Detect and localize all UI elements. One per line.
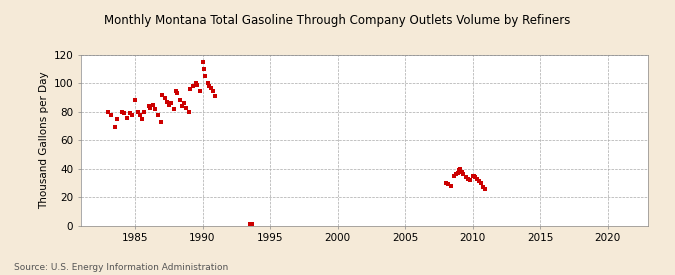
Point: [443, 182, 454, 186]
Point: [194, 88, 205, 93]
Point: [464, 178, 475, 182]
Y-axis label: Thousand Gallons per Day: Thousand Gallons per Day: [39, 72, 49, 209]
Point: [209, 94, 220, 98]
Point: [174, 98, 185, 103]
Point: [463, 177, 474, 181]
Point: [244, 222, 255, 226]
Point: [204, 84, 215, 89]
Point: [105, 112, 116, 117]
Point: [192, 82, 202, 87]
Point: [163, 103, 174, 107]
Point: [155, 120, 166, 124]
Point: [200, 74, 211, 79]
Point: [177, 104, 188, 108]
Point: [471, 177, 482, 181]
Point: [136, 117, 147, 121]
Point: [475, 181, 486, 185]
Point: [197, 60, 208, 64]
Point: [159, 95, 170, 100]
Point: [124, 111, 135, 116]
Point: [116, 110, 127, 114]
Point: [456, 169, 467, 174]
Point: [458, 172, 468, 177]
Point: [109, 125, 120, 130]
Point: [162, 100, 173, 104]
Point: [135, 112, 146, 117]
Point: [103, 110, 113, 114]
Point: [119, 111, 130, 116]
Point: [130, 98, 140, 103]
Point: [153, 112, 163, 117]
Point: [185, 87, 196, 91]
Point: [147, 103, 158, 107]
Point: [188, 84, 198, 89]
Point: [440, 181, 451, 185]
Point: [478, 185, 489, 189]
Text: Source: U.S. Energy Information Administration: Source: U.S. Energy Information Administ…: [14, 263, 227, 272]
Point: [205, 86, 216, 90]
Point: [122, 115, 132, 120]
Point: [247, 222, 258, 226]
Point: [446, 183, 456, 188]
Point: [139, 110, 150, 114]
Point: [470, 175, 481, 179]
Point: [460, 175, 471, 179]
Point: [127, 112, 138, 117]
Point: [132, 110, 143, 114]
Point: [467, 174, 478, 178]
Point: [474, 179, 485, 184]
Point: [169, 107, 180, 111]
Point: [166, 101, 177, 106]
Point: [190, 81, 201, 86]
Point: [451, 172, 462, 177]
Point: [144, 105, 155, 110]
Point: [208, 88, 219, 93]
Point: [184, 110, 194, 114]
Point: [112, 117, 123, 121]
Point: [479, 186, 490, 191]
Point: [171, 91, 182, 95]
Point: [452, 171, 463, 175]
Point: [170, 88, 181, 93]
Point: [150, 107, 161, 111]
Point: [157, 93, 167, 97]
Point: [448, 174, 459, 178]
Point: [202, 81, 213, 86]
Point: [455, 166, 466, 171]
Text: Monthly Montana Total Gasoline Through Company Outlets Volume by Refiners: Monthly Montana Total Gasoline Through C…: [105, 14, 570, 27]
Point: [181, 105, 192, 110]
Point: [468, 174, 479, 178]
Point: [143, 104, 154, 108]
Point: [178, 101, 189, 106]
Point: [198, 67, 209, 72]
Point: [454, 168, 464, 172]
